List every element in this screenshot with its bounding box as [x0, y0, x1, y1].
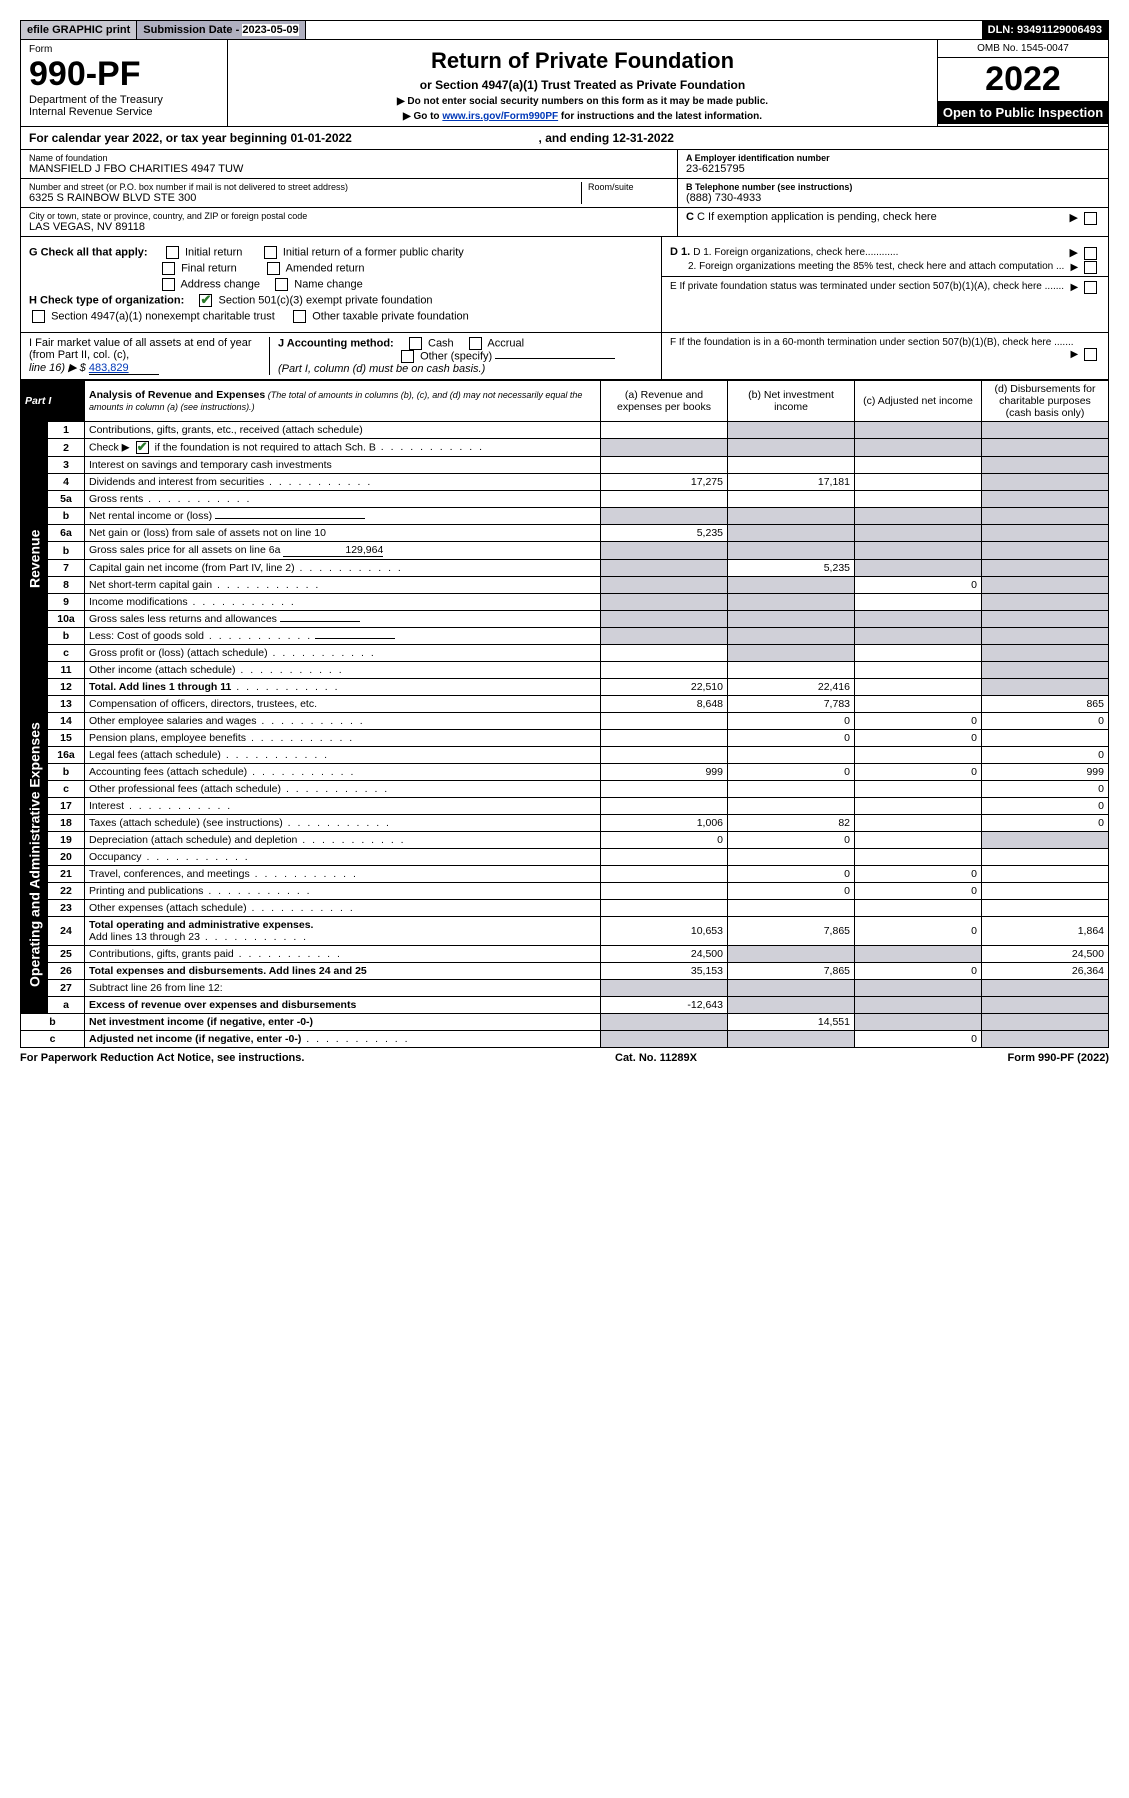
expenses-side-label: Operating and Administrative Expenses	[21, 696, 48, 1014]
ein-value: 23-6215795	[686, 163, 1100, 175]
col-d-header: (d) Disbursements for charitable purpose…	[982, 381, 1109, 422]
note-link: ▶ Go to www.irs.gov/Form990PF for instru…	[248, 111, 917, 122]
exemption-pending-checkbox[interactable]	[1084, 212, 1097, 225]
section-ijf: I Fair market value of all assets at end…	[20, 333, 1109, 380]
department-label: Department of the Treasury	[29, 94, 219, 106]
d1-checkbox[interactable]	[1084, 247, 1097, 260]
4947-checkbox[interactable]	[32, 310, 45, 323]
col-b-header: (b) Net investment income	[728, 381, 855, 422]
foundation-name: MANSFIELD J FBO CHARITIES 4947 TUW	[29, 163, 669, 175]
entity-info: Name of foundation MANSFIELD J FBO CHARI…	[20, 150, 1109, 237]
ein-label: A Employer identification number	[686, 153, 1100, 163]
calendar-year-line: For calendar year 2022, or tax year begi…	[20, 127, 1109, 150]
revenue-side-label: Revenue	[21, 422, 48, 696]
schb-checkbox[interactable]	[136, 441, 149, 454]
h-label: H Check type of organization:	[29, 294, 184, 306]
efile-print-button[interactable]: efile GRAPHIC print	[21, 21, 137, 39]
top-bar: efile GRAPHIC print Submission Date - 20…	[20, 20, 1109, 40]
j-note: (Part I, column (d) must be on cash basi…	[278, 363, 485, 375]
form-word: Form	[29, 44, 219, 55]
tax-year: 2022	[938, 58, 1108, 101]
page-footer: For Paperwork Reduction Act Notice, see …	[20, 1048, 1109, 1068]
form-number: 990-PF	[29, 55, 219, 94]
cash-checkbox[interactable]	[409, 337, 422, 350]
open-inspection: Open to Public Inspection	[938, 101, 1108, 124]
paperwork-notice: For Paperwork Reduction Act Notice, see …	[20, 1052, 304, 1064]
omb-number: OMB No. 1545-0047	[938, 40, 1108, 58]
initial-return-checkbox[interactable]	[166, 246, 179, 259]
part1-table: Part I Analysis of Revenue and Expenses …	[20, 380, 1109, 1048]
check-section-gd: G Check all that apply: Initial return I…	[20, 237, 1109, 333]
name-change-checkbox[interactable]	[275, 278, 288, 291]
fmv-value[interactable]: 483,829	[89, 362, 159, 375]
phone-label: B Telephone number (see instructions)	[686, 182, 1100, 192]
other-taxable-checkbox[interactable]	[293, 310, 306, 323]
final-return-checkbox[interactable]	[162, 262, 175, 275]
part1-label: Part I	[21, 381, 85, 422]
city-value: LAS VEGAS, NV 89118	[29, 221, 669, 233]
address-label: Number and street (or P.O. box number if…	[29, 182, 669, 192]
dln-label: DLN: 93491129006493	[982, 21, 1108, 39]
exemption-pending-label: C C If exemption application is pending,…	[686, 211, 937, 223]
form-footer-label: Form 990-PF (2022)	[1008, 1052, 1109, 1064]
e-checkbox[interactable]	[1084, 281, 1097, 294]
f-checkbox[interactable]	[1084, 348, 1097, 361]
col-a-header: (a) Revenue and expenses per books	[601, 381, 728, 422]
irs-label: Internal Revenue Service	[29, 106, 219, 118]
submission-date-label: Submission Date - 2023-05-09	[137, 21, 305, 39]
i-label: I Fair market value of all assets at end…	[29, 337, 269, 361]
address-change-checkbox[interactable]	[162, 278, 175, 291]
room-suite-label: Room/suite	[581, 182, 634, 204]
initial-former-checkbox[interactable]	[264, 246, 277, 259]
d2-checkbox[interactable]	[1084, 261, 1097, 274]
other-method-checkbox[interactable]	[401, 350, 414, 363]
amended-return-checkbox[interactable]	[267, 262, 280, 275]
accrual-checkbox[interactable]	[469, 337, 482, 350]
phone-value: (888) 730-4933	[686, 192, 1100, 204]
part1-description: Analysis of Revenue and Expenses (The to…	[85, 381, 601, 422]
g-label: G Check all that apply:	[29, 246, 148, 258]
foundation-name-label: Name of foundation	[29, 153, 669, 163]
form-header: Form 990-PF Department of the Treasury I…	[20, 40, 1109, 127]
form990pf-link[interactable]: www.irs.gov/Form990PF	[442, 111, 558, 122]
501c3-checkbox[interactable]	[199, 294, 212, 307]
address-value: 6325 S RAINBOW BLVD STE 300	[29, 192, 669, 204]
note-ssn: ▶ Do not enter social security numbers o…	[248, 96, 917, 107]
j-label: J Accounting method:	[278, 337, 394, 349]
col-c-header: (c) Adjusted net income	[855, 381, 982, 422]
city-label: City or town, state or province, country…	[29, 211, 669, 221]
form-subtitle: or Section 4947(a)(1) Trust Treated as P…	[248, 78, 917, 92]
form-title: Return of Private Foundation	[248, 48, 917, 74]
catalog-number: Cat. No. 11289X	[615, 1052, 697, 1064]
